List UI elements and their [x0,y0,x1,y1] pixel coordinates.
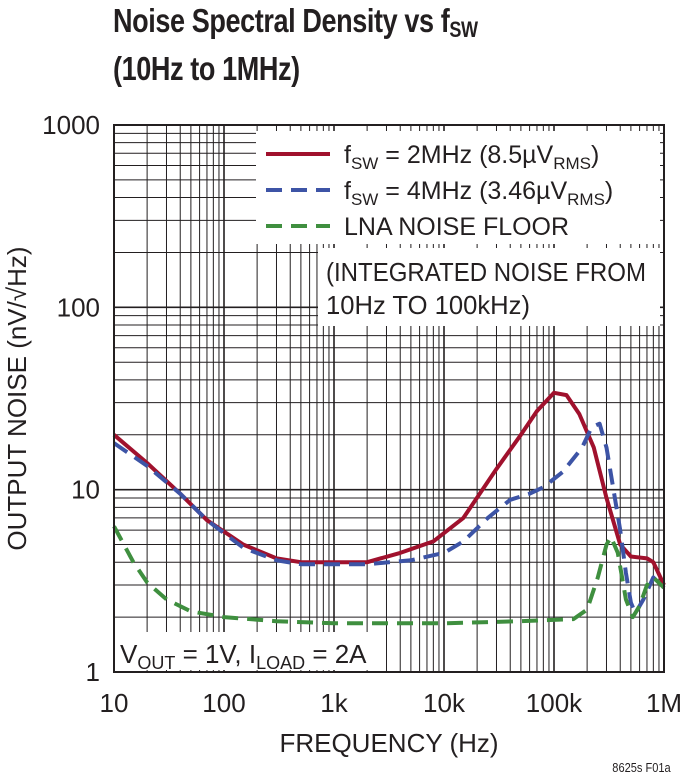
series-line-3 [112,525,666,626]
note-box [318,248,660,326]
x-tick-label: 100 [202,688,245,718]
figure-code: 8625s F01a [612,760,671,775]
legend: fSW = 2MHz (8.5µVRMS) fSW = 4MHz (3.46µVR… [266,141,613,241]
y-tick-label: 1 [86,657,100,687]
x-tick-label: 100k [526,688,583,718]
vout-iload-note: VOUT = 1V, ILOAD = 2A [120,639,367,673]
x-tick-label: 10 [100,688,129,718]
y-tick-label: 100 [57,292,100,322]
x-axis-label: FREQUENCY (Hz) [279,728,498,758]
legend-label-2: fSW = 4MHz (3.46µVRMS) [344,177,613,209]
plot-frame [113,124,665,673]
y-axis-label: OUTPUT NOISE (nV/√Hz) [2,246,32,550]
vout-box [116,632,386,670]
legend-label-1: fSW = 2MHz (8.5µVRMS) [344,141,599,173]
x-tick-label: 10k [423,688,466,718]
chart-title-line1: Noise Spectral Density vs fSW [113,2,478,42]
y-tick-label: 1000 [42,110,100,140]
x-tick-label: 1M [646,688,682,718]
legend-label-3: LNA NOISE FLOOR [344,213,569,241]
series-line-2 [112,421,666,616]
integrated-noise-note-line2: 10Hz TO 100kHz) [326,290,530,320]
integrated-noise-note-line1: (INTEGRATED NOISE FROM [326,257,646,287]
chart-title-line2: (10Hz to 1MHz) [113,50,300,87]
y-tick-label: 10 [71,475,100,505]
series-layer [112,390,666,626]
x-tick-label: 1k [320,688,348,718]
